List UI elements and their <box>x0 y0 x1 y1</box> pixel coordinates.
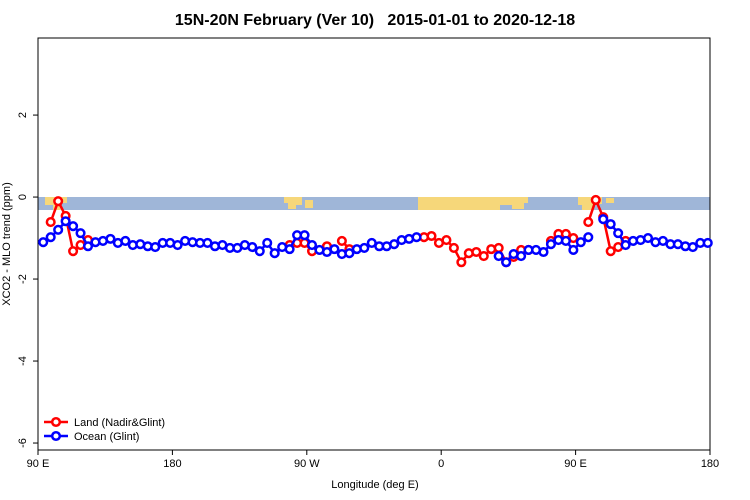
point <box>247 242 258 253</box>
point <box>329 244 340 255</box>
chart-title: 15N-20N February (Ver 10) 2015-01-01 to … <box>175 12 575 29</box>
point <box>613 228 624 239</box>
legend-marker <box>50 416 62 428</box>
point <box>299 230 310 241</box>
point <box>478 251 489 262</box>
point <box>560 235 571 246</box>
point <box>441 235 452 246</box>
legend-marker <box>50 430 62 442</box>
point <box>575 237 586 248</box>
y-tick-label: 0 <box>17 194 29 200</box>
point <box>516 251 527 262</box>
x-tick-label: 90 E <box>564 458 587 470</box>
legend-label: Land (Nadir&Glint) <box>74 417 165 429</box>
point <box>68 246 79 257</box>
point <box>590 194 601 205</box>
point <box>172 239 183 251</box>
point <box>105 233 116 244</box>
point <box>568 244 579 255</box>
y-tick-label: -4 <box>17 356 29 366</box>
point <box>642 233 654 244</box>
point <box>262 237 273 249</box>
x-tick-label: 0 <box>438 458 444 470</box>
legend-label: Ocean (Glint) <box>74 431 139 443</box>
point <box>501 257 512 268</box>
x-tick-label: 90 W <box>294 458 320 470</box>
point <box>538 246 549 258</box>
point <box>598 214 609 225</box>
point <box>389 239 400 250</box>
point <box>448 242 459 253</box>
point <box>336 235 347 246</box>
point <box>687 242 698 253</box>
point <box>269 248 280 259</box>
point <box>254 246 265 257</box>
point <box>411 232 422 243</box>
point <box>493 242 504 253</box>
point <box>45 217 56 228</box>
point <box>493 251 504 262</box>
x-tick-label: 180 <box>163 458 181 470</box>
point <box>456 257 467 268</box>
point <box>359 242 370 253</box>
point <box>60 216 71 227</box>
y-tick-label: 2 <box>17 112 29 118</box>
point <box>545 239 557 250</box>
point <box>53 224 64 235</box>
point <box>471 246 482 258</box>
y-tick-label: -6 <box>17 438 29 448</box>
point <box>45 232 56 243</box>
point <box>583 232 594 243</box>
point <box>53 196 64 207</box>
point <box>38 237 49 248</box>
point <box>306 239 318 251</box>
point <box>620 239 631 251</box>
x-tick-label: 180 <box>701 458 719 470</box>
x-axis-label: Longitude (deg E) <box>331 479 418 491</box>
point <box>82 241 94 252</box>
point <box>75 228 86 239</box>
point <box>426 230 437 242</box>
y-axis-label: XCO2 - MLO trend (ppm) <box>1 182 13 305</box>
point <box>702 237 713 249</box>
point <box>284 244 295 255</box>
point <box>583 217 594 228</box>
point <box>68 221 79 232</box>
point <box>150 242 161 253</box>
map-band <box>38 197 710 210</box>
y-tick-label: -2 <box>17 274 29 284</box>
point <box>605 219 616 230</box>
point <box>605 246 616 257</box>
point <box>344 248 355 259</box>
x-tick-label: 90 E <box>27 458 50 470</box>
point <box>120 235 131 246</box>
